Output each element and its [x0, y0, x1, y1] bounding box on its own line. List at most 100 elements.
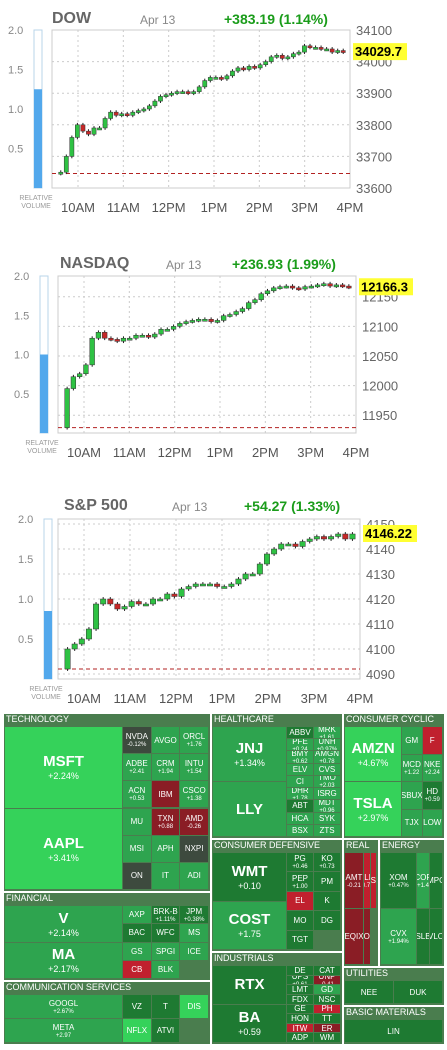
stock-tile[interactable]: MO: [287, 911, 313, 930]
stock-tile[interactable]: XOM +0.47%: [381, 853, 416, 908]
stock-tile[interactable]: GD: [314, 985, 340, 994]
stock-tile[interactable]: UPS+0.61: [287, 975, 313, 985]
stock-tile[interactable]: GOOGL +2.67%: [5, 995, 122, 1018]
stock-tile[interactable]: TT: [314, 1014, 340, 1023]
stock-tile[interactable]: IBM: [151, 781, 180, 808]
stock-tile[interactable]: CI: [287, 775, 313, 788]
stock-tile[interactable]: JNJ +1.34%: [213, 727, 286, 781]
stock-tile[interactable]: CVS: [314, 763, 340, 775]
stock-tile[interactable]: TMO +2.03: [314, 775, 340, 788]
stock-tile[interactable]: COP+1.4: [417, 853, 429, 908]
stock-tile[interactable]: ORCL +1.76: [180, 727, 208, 754]
stock-tile[interactable]: DHR +1.78: [287, 788, 313, 800]
stock-tile[interactable]: AMGN +0.78: [314, 751, 340, 763]
stock-tile[interactable]: SLB: [417, 909, 429, 964]
stock-tile[interactable]: NFLX: [123, 1019, 151, 1042]
stock-tile[interactable]: BRK-B +1.11%: [151, 906, 180, 924]
stock-tile[interactable]: VZ: [123, 995, 151, 1018]
stock-tile[interactable]: O: [364, 909, 370, 964]
stock-tile[interactable]: PFE +0.24: [287, 739, 313, 751]
stock-tile[interactable]: CVX +1.94%: [381, 909, 416, 964]
stock-tile[interactable]: GE: [287, 1004, 313, 1014]
stock-tile[interactable]: MSI: [123, 835, 151, 862]
stock-tile[interactable]: DE: [287, 966, 313, 975]
stock-tile[interactable]: HON: [287, 1014, 313, 1023]
stock-tile[interactable]: SPGI: [151, 942, 180, 960]
stock-tile[interactable]: ADP: [287, 1033, 313, 1042]
stock-tile[interactable]: NVDA -0.12%: [123, 727, 151, 754]
stock-tile[interactable]: NXPI: [180, 835, 208, 862]
stock-tile[interactable]: ITW: [287, 1023, 313, 1033]
stock-tile[interactable]: CB: [123, 960, 151, 978]
stock-tile[interactable]: TJX: [402, 809, 422, 836]
stock-tile[interactable]: PEP +1.00: [287, 872, 313, 891]
stock-tile[interactable]: LIN: [345, 1020, 442, 1042]
stock-tile[interactable]: EL: [287, 891, 313, 911]
stock-tile[interactable]: APH: [151, 835, 180, 862]
stock-tile[interactable]: MU: [123, 808, 151, 835]
stock-tile[interactable]: AMT -0.21: [345, 853, 363, 908]
stock-tile[interactable]: UNP-0.41: [314, 975, 340, 985]
stock-tile[interactable]: MSFT +2.24%: [5, 727, 122, 808]
stock-tile[interactable]: MRK +1.61: [314, 727, 340, 739]
stock-tile[interactable]: T: [151, 995, 180, 1018]
stock-tile[interactable]: GM: [402, 727, 422, 754]
stock-tile[interactable]: RTX: [213, 966, 286, 1004]
stock-tile[interactable]: SYK: [314, 812, 340, 824]
stock-tile[interactable]: WFC: [151, 924, 180, 942]
stock-tile[interactable]: LOW: [422, 809, 442, 836]
stock-tile[interactable]: IT: [151, 862, 180, 889]
stock-tile[interactable]: PLD-0.72: [364, 853, 370, 908]
stock-tile[interactable]: AXP: [123, 906, 151, 924]
stock-tile[interactable]: LMT: [287, 985, 313, 994]
stock-tile[interactable]: BA +0.59: [213, 1004, 286, 1042]
stock-tile[interactable]: ATVI: [151, 1019, 180, 1042]
stock-tile[interactable]: BMY +0.62: [287, 751, 313, 763]
stock-tile[interactable]: VLO: [430, 909, 442, 964]
stock-tile[interactable]: PG +0.46: [287, 853, 313, 872]
stock-tile[interactable]: ADBE +2.41: [123, 754, 151, 781]
stock-tile[interactable]: BLK: [151, 960, 180, 978]
stock-tile[interactable]: INTU +1.54: [180, 754, 208, 781]
stock-tile[interactable]: TSLA +2.97%: [345, 782, 401, 836]
stock-tile[interactable]: NEE: [345, 981, 393, 1003]
stock-tile[interactable]: ICE: [180, 942, 208, 960]
stock-tile[interactable]: V +2.14%: [5, 906, 122, 942]
stock-tile[interactable]: ELV: [287, 763, 313, 775]
stock-tile[interactable]: ADI: [180, 862, 208, 889]
stock-tile[interactable]: NKE +2.24: [422, 754, 442, 781]
stock-tile[interactable]: HCA: [287, 812, 313, 824]
stock-tile[interactable]: ER: [314, 1023, 340, 1033]
stock-tile[interactable]: DIS: [180, 995, 208, 1018]
stock-tile[interactable]: AMD -0.26: [180, 808, 208, 835]
stock-tile[interactable]: UNH +0.97%: [314, 739, 340, 751]
stock-tile[interactable]: MCD +1.22: [402, 754, 422, 781]
stock-tile[interactable]: WMT +0.10: [213, 853, 286, 901]
stock-tile[interactable]: TXN +0.88: [151, 808, 180, 835]
stock-tile[interactable]: ACN +0.53: [123, 781, 151, 808]
sector-heatmap[interactable]: TECHNOLOGY MSFT +2.24% AAPL +3.41% NVDA -0.12%…: [4, 714, 444, 1044]
stock-tile[interactable]: SBUX: [402, 782, 422, 809]
stock-tile[interactable]: MA +2.17%: [5, 942, 122, 978]
stock-tile[interactable]: GS: [123, 942, 151, 960]
stock-tile[interactable]: MDT +0.96: [314, 800, 340, 812]
stock-tile[interactable]: F: [422, 727, 442, 754]
stock-tile[interactable]: ZTS: [314, 824, 340, 836]
stock-tile[interactable]: COST +1.75: [213, 901, 286, 949]
stock-tile[interactable]: ON: [123, 862, 151, 889]
stock-tile[interactable]: NSC: [314, 994, 340, 1004]
stock-tile[interactable]: AAPL +3.41%: [5, 808, 122, 889]
stock-tile[interactable]: ABBV: [287, 727, 313, 739]
stock-tile[interactable]: LLY: [213, 782, 286, 836]
stock-tile[interactable]: MPC: [430, 853, 442, 908]
stock-tile[interactable]: CRM +1.94: [151, 754, 180, 781]
stock-tile[interactable]: ABT: [287, 800, 313, 812]
stock-tile[interactable]: BSX: [287, 824, 313, 836]
stock-tile[interactable]: PH: [314, 1004, 340, 1014]
stock-tile[interactable]: DUK: [394, 981, 442, 1003]
stock-tile[interactable]: JPM +0.38%: [180, 906, 208, 924]
stock-tile[interactable]: PM: [314, 872, 340, 891]
